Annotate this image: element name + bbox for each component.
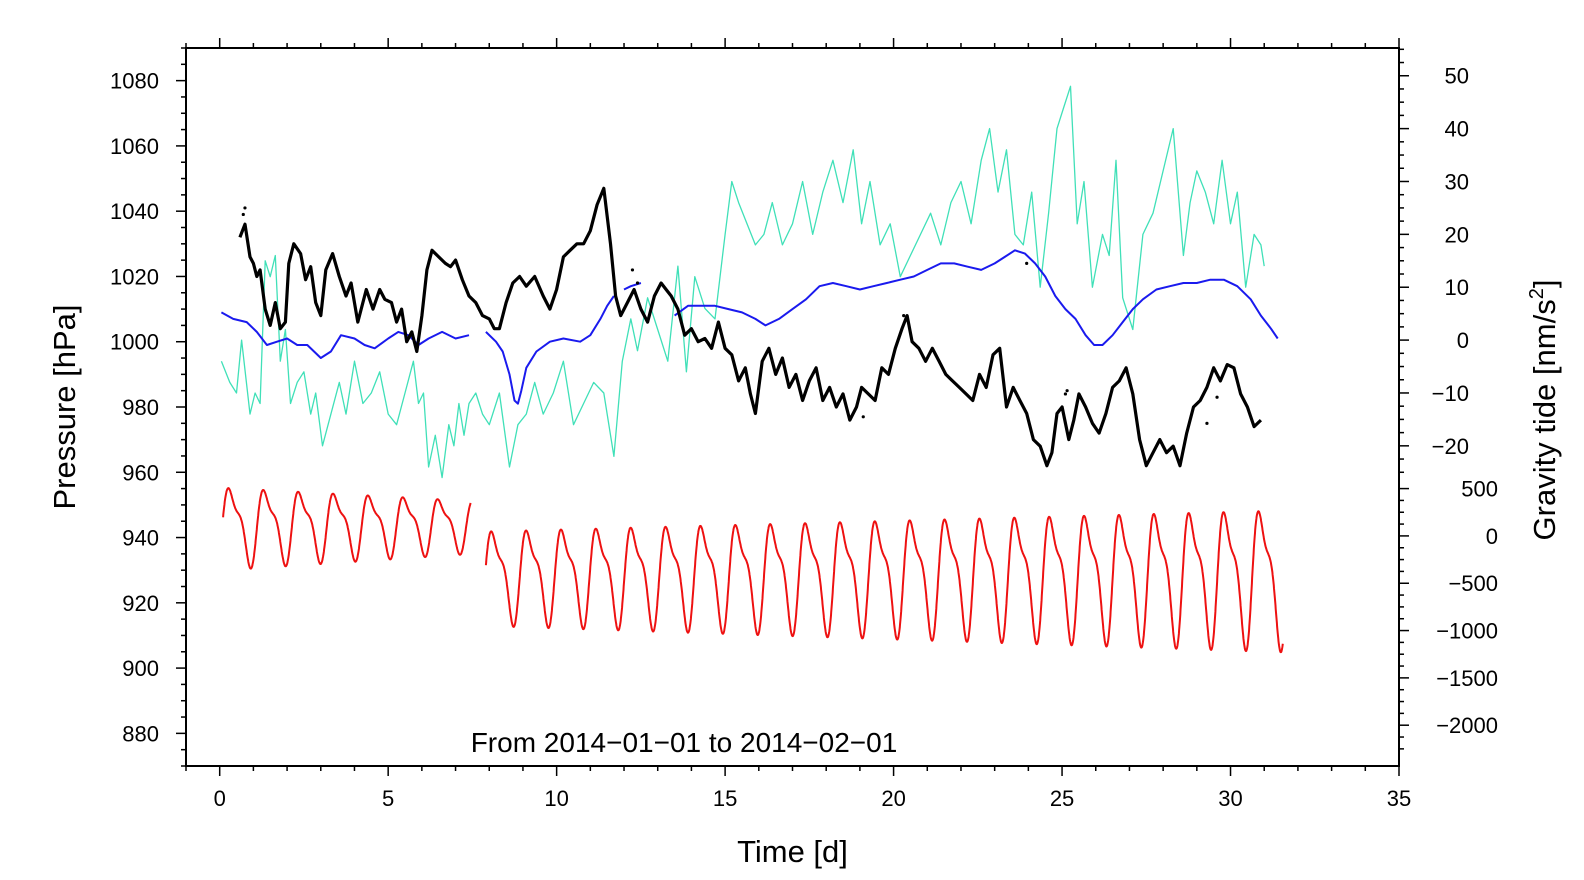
x-tick-label: 25: [1050, 786, 1074, 811]
y-right-upper-tick-label: −20: [1432, 434, 1469, 459]
y-axis-right-title-suffix: ]: [1527, 280, 1562, 289]
model-series-segment-0: [220, 311, 470, 359]
tide-series-segment-0: [222, 487, 472, 570]
y-left-tick-label: 1000: [110, 330, 159, 355]
y-left-tick-label: 900: [122, 656, 159, 681]
x-tick-label: 5: [382, 786, 394, 811]
pressure-outlier-point: [1205, 421, 1209, 425]
plot-frame: [185, 47, 1400, 767]
y-left-tick-label: 940: [122, 526, 159, 551]
pressure-series-segment-0: [238, 186, 1263, 468]
x-tick-label: 30: [1218, 786, 1242, 811]
y-left-tick-label: 920: [122, 591, 159, 616]
x-tick-label: 35: [1387, 786, 1411, 811]
pressure-outlier-point: [1065, 389, 1069, 393]
y-left-tick-label: 1020: [110, 264, 159, 289]
y-left-tick-label: 980: [122, 395, 159, 420]
model-series-segment-3: [674, 249, 1279, 346]
y-right-upper-tick-label: 0: [1457, 328, 1469, 353]
pressure-outlier-point: [1063, 392, 1068, 396]
x-tick-label: 10: [544, 786, 568, 811]
pressure-outlier-point: [630, 268, 635, 272]
y-right-upper-tick-label: −10: [1432, 381, 1469, 406]
pressure-outlier-point: [821, 395, 825, 399]
y-left-tick-label: 1060: [110, 134, 159, 159]
pressure-outlier-point: [635, 281, 640, 285]
y-right-lower-tick-label: 500: [1461, 477, 1498, 502]
pressure-outlier-point: [241, 212, 245, 217]
x-tick-label: 20: [881, 786, 905, 811]
y-left-tick-label: 1080: [110, 69, 159, 94]
x-axis-title: Time [d]: [737, 834, 848, 869]
y-right-lower-tick-label: −2000: [1436, 713, 1498, 738]
pressure-outlier-point: [1025, 261, 1029, 265]
y-right-upper-tick-label: 20: [1445, 222, 1469, 247]
pressure-outlier-point: [243, 206, 247, 210]
y-axis-right-title-prefix: Gravity tide [nm/s: [1527, 299, 1562, 540]
residual-series-segment-0: [220, 85, 1265, 479]
series-layer: [220, 85, 1284, 654]
y-right-lower-tick-label: 0: [1486, 524, 1498, 549]
y-axis-right-title: Gravity tide [nm/s2]: [1526, 280, 1562, 541]
tick-labels: 0 5 10 15 20 25 30 3588090092094096098010001020…: [110, 64, 1498, 811]
tide-series-segment-1: [484, 510, 1284, 654]
tick-marks: [176, 38, 1409, 776]
y-right-upper-tick-label: 50: [1445, 64, 1469, 89]
date-range-annotation: From 2014−01−01 to 2014−02−01: [471, 727, 898, 758]
y-right-upper-tick-label: 30: [1445, 169, 1469, 194]
x-tick-label: 15: [713, 786, 737, 811]
y-right-lower-tick-label: −1000: [1436, 619, 1498, 644]
y-axis-right-title-sup: 2: [1526, 288, 1548, 299]
y-right-lower-tick-label: −500: [1448, 571, 1498, 596]
y-right-lower-tick-label: −1500: [1436, 666, 1498, 691]
y-left-tick-label: 1040: [110, 199, 159, 224]
y-right-upper-tick-label: 40: [1445, 117, 1469, 142]
pressure-outlier-point: [902, 314, 906, 318]
y-axis-left-title: Pressure [hPa]: [47, 304, 82, 509]
pressure-outlier-point: [861, 415, 865, 419]
y-right-upper-tick-label: 10: [1445, 275, 1469, 300]
x-tick-label: 0: [214, 786, 226, 811]
y-left-tick-label: 960: [122, 460, 159, 485]
y-left-tick-label: 880: [122, 721, 159, 746]
model-series-segment-1: [485, 295, 615, 405]
pressure-outlier-point: [1215, 395, 1219, 399]
